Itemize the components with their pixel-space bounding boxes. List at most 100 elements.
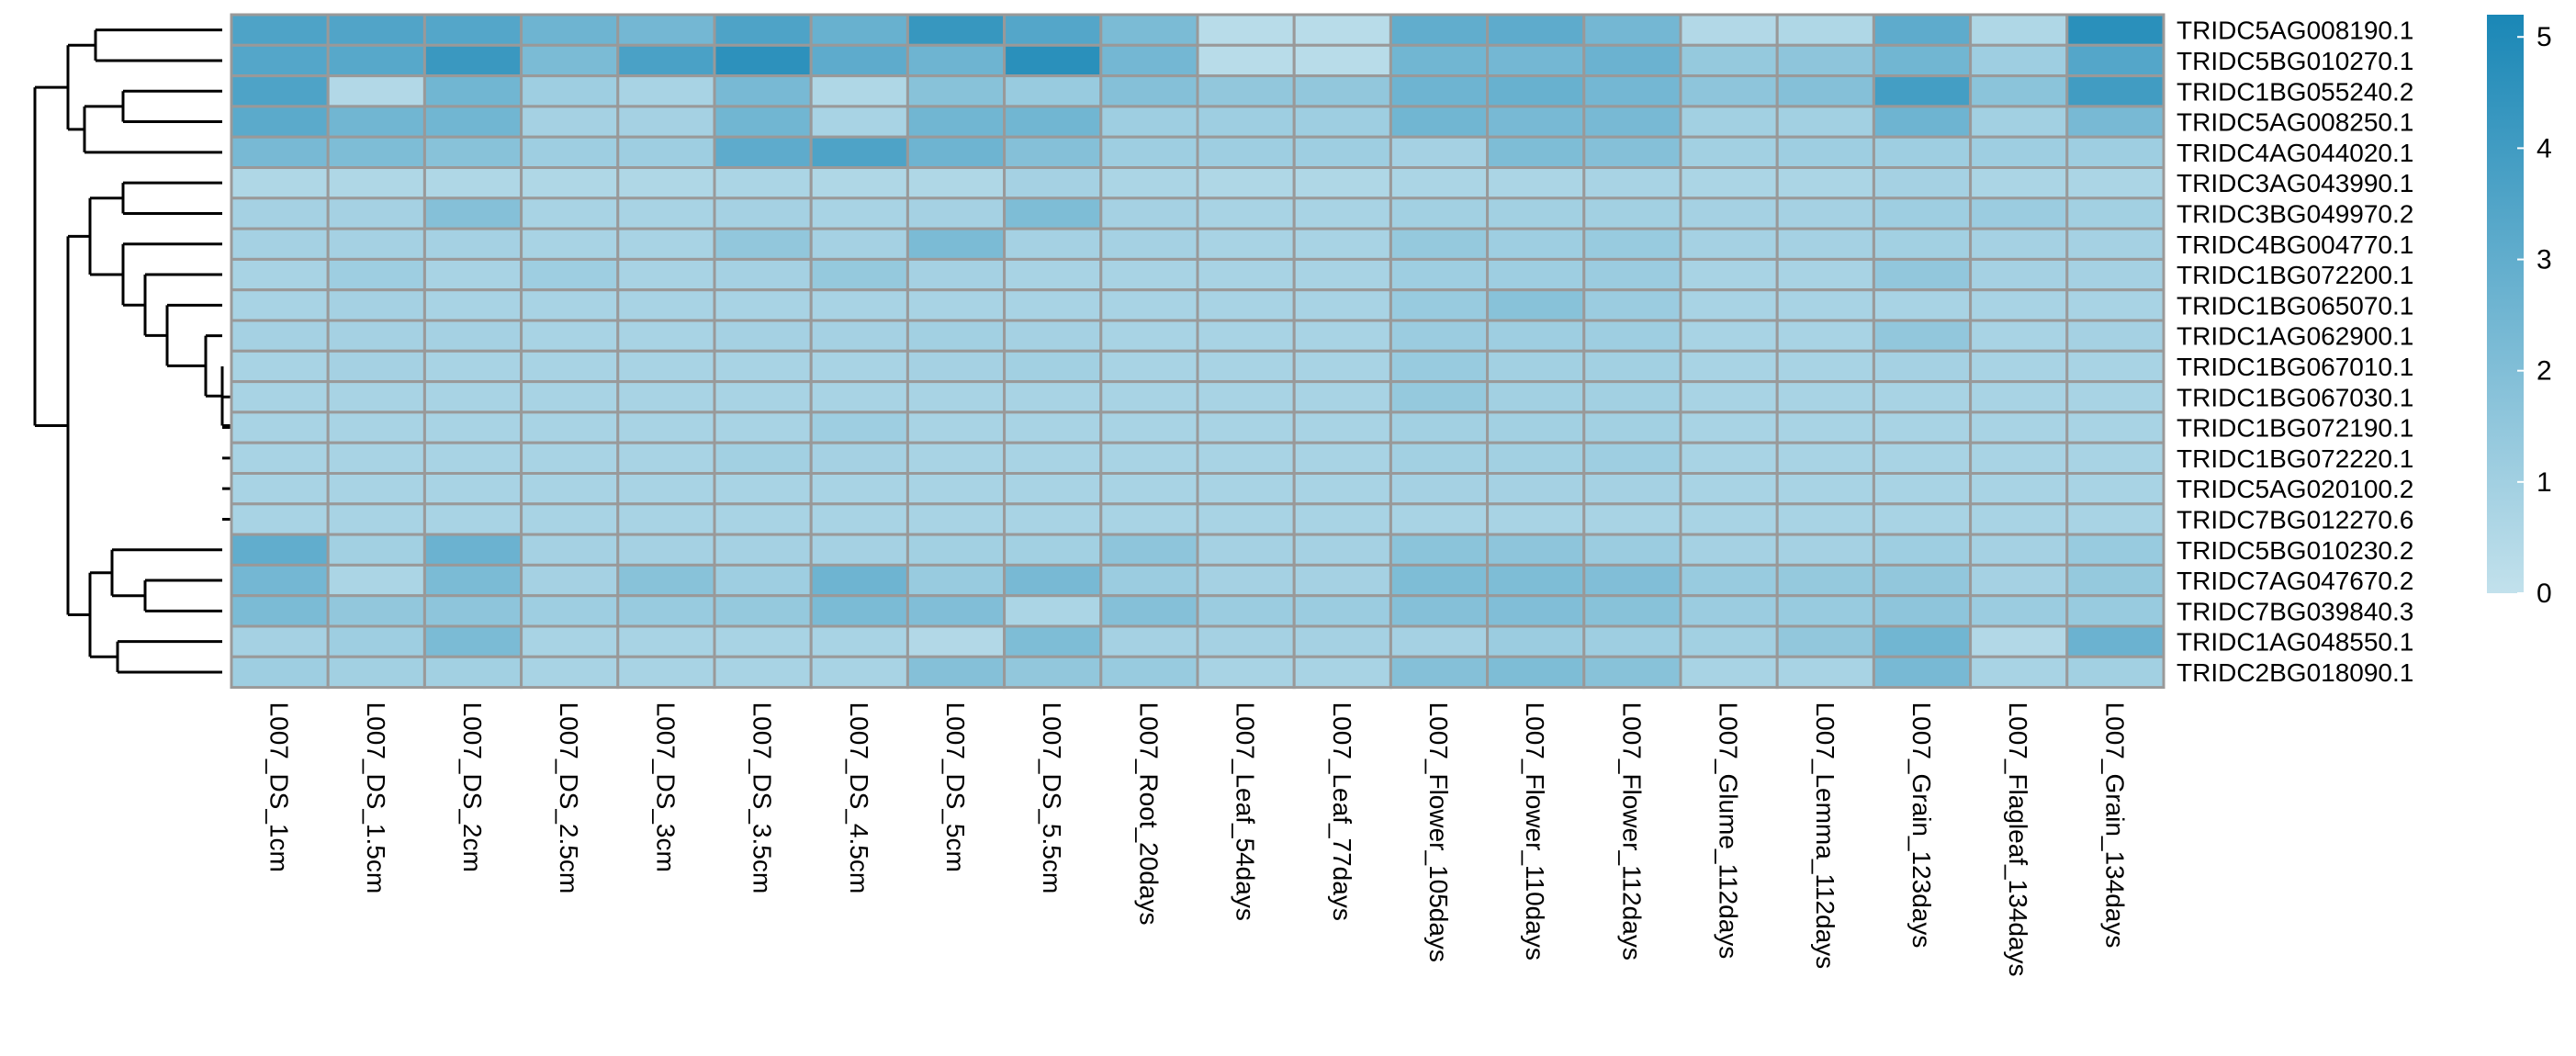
heatmap-cell xyxy=(2065,227,2165,261)
column-label: L007_DS_5cm xyxy=(941,702,970,872)
heatmap-cell xyxy=(520,227,620,261)
heatmap-cell xyxy=(809,105,909,139)
heatmap-cell xyxy=(1679,74,1779,108)
heatmap-cell xyxy=(906,13,1007,47)
heatmap-cell xyxy=(1003,502,1103,536)
heatmap-cell xyxy=(1872,655,1973,690)
heatmap-cell xyxy=(520,472,620,506)
heatmap-cell xyxy=(520,655,620,690)
row-label: TRIDC1BG072200.1 xyxy=(2177,261,2413,289)
column-label: L007_Root_20days xyxy=(1134,702,1163,926)
heatmap-cell xyxy=(616,472,716,506)
column-label: L007_Grain_134days xyxy=(2100,702,2129,949)
heatmap-cell xyxy=(616,105,716,139)
heatmap-cell xyxy=(1196,472,1296,506)
heatmap-cell xyxy=(326,563,426,598)
heatmap-cell xyxy=(1969,655,2069,690)
heatmap-cell xyxy=(1775,74,1875,108)
heatmap-cell xyxy=(616,594,716,628)
row-label: TRIDC5BG010230.2 xyxy=(2177,536,2413,565)
column-label: L007_DS_3.5cm xyxy=(748,702,777,894)
heatmap-cell xyxy=(1872,227,1973,261)
heatmap-cell xyxy=(713,624,813,658)
heatmap-cell xyxy=(906,197,1007,230)
heatmap-cell xyxy=(713,563,813,598)
heatmap-cell xyxy=(230,563,330,598)
heatmap-cell xyxy=(2065,288,2165,322)
column-label: L007_Lemma_112days xyxy=(1811,702,1839,970)
heatmap-cell xyxy=(1969,135,2069,169)
heatmap-cell xyxy=(1872,197,1973,230)
heatmap-cell xyxy=(1775,380,1875,414)
heatmap-cell xyxy=(1679,288,1779,322)
heatmap-cell xyxy=(1389,288,1490,322)
heatmap-cell xyxy=(422,594,523,628)
heatmap-cell xyxy=(713,166,813,200)
heatmap-cell xyxy=(1775,655,1875,690)
heatmap-cell xyxy=(326,227,426,261)
heatmap-cell xyxy=(1582,197,1682,230)
heatmap-cell xyxy=(713,594,813,628)
heatmap-cell xyxy=(520,349,620,384)
heatmap-cell xyxy=(520,257,620,292)
heatmap-cell xyxy=(1003,624,1103,658)
heatmap-cell xyxy=(1099,349,1199,384)
heatmap-cell xyxy=(1775,227,1875,261)
heatmap-cell xyxy=(713,319,813,353)
heatmap-cell xyxy=(1872,502,1973,536)
heatmap-cell xyxy=(2065,166,2165,200)
heatmap-cell xyxy=(230,502,330,536)
heatmap-cell xyxy=(906,319,1007,353)
heatmap-cell xyxy=(1775,502,1875,536)
heatmap-cell xyxy=(1003,227,1103,261)
heatmap-cell xyxy=(1292,257,1392,292)
heatmap-cell xyxy=(1099,288,1199,322)
heatmap-cell xyxy=(1486,288,1586,322)
row-label: TRIDC1BG067010.1 xyxy=(2177,353,2413,381)
heatmap-cell xyxy=(1196,594,1296,628)
heatmap-cell xyxy=(906,594,1007,628)
heatmap-cell xyxy=(809,380,909,414)
heatmap-cell xyxy=(1196,533,1296,567)
heatmap-cell xyxy=(809,410,909,444)
heatmap-cell xyxy=(1582,227,1682,261)
heatmap-cell xyxy=(422,563,523,598)
heatmap-cell xyxy=(1486,563,1586,598)
heatmap-cell xyxy=(809,197,909,230)
heatmap-cell xyxy=(1292,410,1392,444)
heatmap-cell xyxy=(1486,257,1586,292)
heatmap-cell xyxy=(1003,349,1103,384)
heatmap-cell xyxy=(1486,472,1586,506)
heatmap-cell xyxy=(809,13,909,47)
heatmap-cell xyxy=(906,410,1007,444)
heatmap-cell xyxy=(616,13,716,47)
heatmap-cell xyxy=(1099,257,1199,292)
heatmap-cell xyxy=(616,624,716,658)
heatmap-cell xyxy=(1872,563,1973,598)
heatmap-cell xyxy=(906,380,1007,414)
heatmap-cell xyxy=(1679,594,1779,628)
heatmap-cell xyxy=(1099,105,1199,139)
legend-tick-label: 4 xyxy=(2537,133,2552,163)
heatmap-cell xyxy=(520,410,620,444)
heatmap-cell xyxy=(230,319,330,353)
heatmap-cell xyxy=(1196,227,1296,261)
heatmap-cell xyxy=(713,43,813,78)
heatmap-cell xyxy=(1389,349,1490,384)
heatmap-cell xyxy=(230,594,330,628)
heatmap-cell xyxy=(1872,594,1973,628)
heatmap-cell xyxy=(1099,319,1199,353)
heatmap-cell xyxy=(1486,135,1586,169)
heatmap-cell xyxy=(1679,563,1779,598)
heatmap-cell xyxy=(1582,624,1682,658)
heatmap-cell xyxy=(1196,105,1296,139)
heatmap-cell xyxy=(1292,441,1392,476)
heatmap-cell xyxy=(1003,288,1103,322)
heatmap-cell xyxy=(906,166,1007,200)
heatmap-cell xyxy=(326,349,426,384)
heatmap-cell xyxy=(1582,533,1682,567)
heatmap-cell xyxy=(1099,624,1199,658)
heatmap-cell xyxy=(713,502,813,536)
heatmap-cell xyxy=(1775,197,1875,230)
heatmap-cell xyxy=(1196,563,1296,598)
